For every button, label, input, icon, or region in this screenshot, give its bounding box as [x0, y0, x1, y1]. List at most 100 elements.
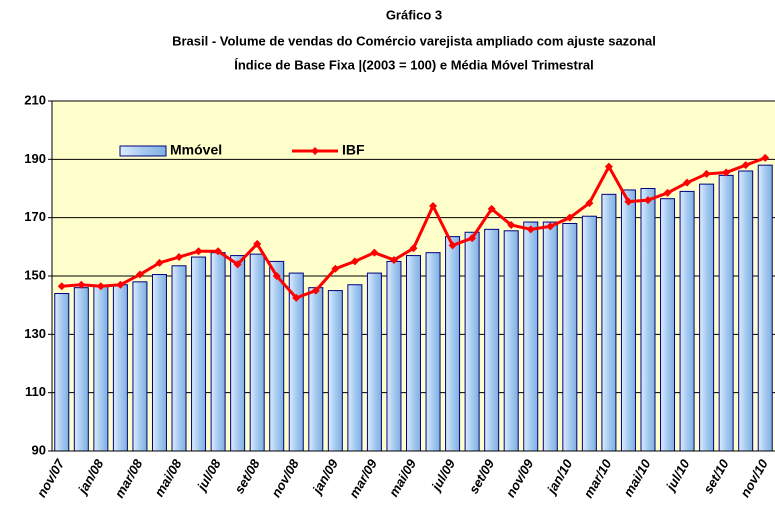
bar: [445, 236, 461, 452]
bar: [601, 193, 617, 452]
x-tick-label: set/08: [231, 456, 263, 496]
line-marker: [526, 225, 535, 234]
chart-title: Gráfico 3: [386, 7, 442, 22]
bar: [757, 164, 773, 452]
x-tick-label: nov/07: [34, 456, 68, 500]
bar: [366, 272, 382, 452]
line-marker: [292, 293, 301, 302]
y-tick-label: 150: [24, 267, 46, 282]
line-marker: [565, 213, 574, 222]
bar: [151, 274, 167, 452]
x-tick-label: nov/08: [268, 456, 302, 500]
chart-subtitle: Índice de Base Fixa |(2003 = 100) e Médi…: [234, 57, 594, 72]
bar: [542, 221, 558, 452]
y-tick-label: 130: [24, 326, 46, 341]
x-tick-label: mai/08: [151, 456, 185, 499]
line-marker: [683, 178, 692, 187]
bar: [406, 255, 421, 452]
x-tick-label: mar/10: [581, 456, 615, 500]
bar: [386, 260, 402, 452]
bar: [699, 183, 715, 452]
bar: [660, 198, 676, 452]
bar: [191, 256, 207, 452]
x-tick-label: mai/09: [386, 456, 420, 499]
bar: [249, 253, 265, 452]
x-tick-label: mai/10: [620, 456, 654, 499]
x-tick-label: jul/09: [428, 456, 459, 495]
bar: [425, 252, 441, 452]
line-marker: [722, 168, 731, 177]
bar: [718, 174, 734, 452]
x-tick-label: mar/09: [346, 456, 380, 500]
line-marker: [96, 282, 105, 291]
line-marker: [253, 239, 262, 248]
bar: [269, 260, 285, 452]
bar: [620, 189, 636, 452]
line-marker: [487, 204, 496, 213]
legend-label: IBF: [342, 142, 365, 158]
bar: [308, 287, 324, 452]
y-tick-label: 90: [32, 442, 46, 457]
bar: [581, 215, 597, 452]
line-marker: [214, 247, 223, 256]
line-marker: [77, 280, 86, 289]
bar: [523, 221, 539, 452]
y-tick-label: 210: [24, 92, 46, 107]
line-marker: [741, 161, 750, 170]
line-marker: [663, 188, 672, 197]
line-marker: [311, 286, 320, 295]
bar: [738, 170, 754, 452]
line-marker: [57, 282, 66, 291]
line-marker: [448, 241, 457, 250]
bar: [112, 284, 128, 452]
x-tick-label: jan/08: [74, 456, 107, 498]
bar: [484, 228, 500, 452]
line-marker: [546, 222, 555, 231]
chart-subtitle: Brasil - Volume de vendas do Comércio va…: [172, 33, 656, 48]
x-tick-label: jul/08: [193, 456, 224, 495]
bar: [210, 252, 226, 452]
line-marker: [624, 197, 633, 206]
line-marker: [409, 244, 418, 253]
line-marker: [272, 272, 281, 280]
bar: [503, 230, 519, 452]
bar: [327, 290, 343, 452]
line-marker: [585, 199, 594, 208]
x-tick-label: nov/09: [503, 456, 537, 500]
x-tick-label: set/10: [700, 456, 732, 496]
line-marker: [331, 264, 340, 273]
line-marker: [116, 280, 125, 289]
bar: [54, 293, 70, 452]
bar: [347, 284, 363, 452]
bar: [73, 287, 89, 452]
y-tick-label: 190: [24, 151, 46, 166]
legend-swatch: [311, 147, 319, 155]
bar: [679, 190, 695, 452]
line-marker: [389, 255, 398, 264]
line-marker: [761, 153, 770, 162]
line-marker: [175, 253, 184, 262]
bar: [464, 231, 480, 452]
line-marker: [194, 247, 203, 256]
x-tick-label: nov/10: [737, 456, 771, 500]
line-marker: [370, 248, 379, 257]
line-marker: [155, 258, 164, 267]
legend-label: Mmóvel: [170, 142, 222, 158]
legend-swatch: [119, 145, 167, 157]
bar: [132, 281, 148, 452]
bar: [93, 285, 109, 452]
x-tick-label: jan/09: [308, 456, 341, 498]
x-tick-label: jan/10: [543, 456, 576, 498]
y-tick-label: 170: [24, 209, 46, 224]
x-tick-label: set/09: [466, 456, 498, 496]
bar: [640, 188, 656, 452]
line-marker: [604, 162, 613, 171]
line-marker: [233, 260, 242, 269]
line-marker: [468, 234, 477, 243]
x-tick-label: mar/08: [112, 456, 146, 500]
line-marker: [429, 202, 438, 210]
line-marker: [135, 270, 144, 279]
line-marker: [643, 196, 652, 205]
x-tick-label: jul/10: [662, 456, 693, 495]
